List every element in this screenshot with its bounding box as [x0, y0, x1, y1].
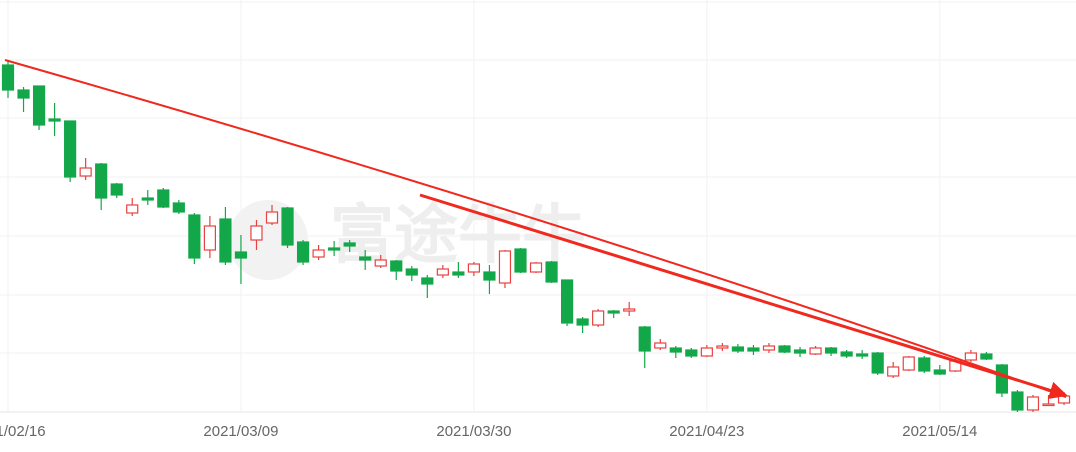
candle-body [592, 310, 605, 326]
candle-body [157, 189, 170, 208]
candle-body [1011, 391, 1024, 411]
x-tick-label: 2021/05/14 [902, 423, 977, 440]
candle-body [731, 346, 745, 352]
candle-body [359, 256, 372, 261]
candle-body [219, 218, 232, 263]
candle-body [933, 369, 946, 375]
candle-body [514, 248, 527, 273]
candle-body [576, 318, 589, 326]
candle-body [840, 351, 853, 357]
candle-body [452, 271, 465, 276]
candle-body [48, 118, 61, 122]
candle-body [1, 64, 15, 91]
trend-arrow-thin [4, 59, 1067, 398]
candle-body [436, 268, 449, 276]
candle-body [747, 347, 760, 352]
candle-body [374, 259, 387, 267]
candle-body [126, 204, 139, 214]
grid [0, 0, 1076, 413]
candle-body [654, 342, 667, 349]
candle-body [716, 345, 729, 349]
candle-body [110, 183, 123, 196]
candle-body [32, 85, 46, 126]
candle-body [995, 364, 1009, 394]
candle-body [1042, 403, 1055, 407]
x-tick-label: 2021/04/23 [669, 423, 744, 440]
candle-body [529, 262, 543, 273]
candle-body [824, 347, 838, 354]
x-tick-label: 2021/03/30 [436, 423, 511, 440]
candle-body [467, 263, 480, 273]
candle-body [188, 214, 201, 259]
candle-body [685, 349, 698, 357]
x-tick-label: 2021/02/16 [0, 423, 46, 440]
candle-body [607, 310, 620, 314]
candle-body [809, 347, 822, 355]
candle-body [793, 349, 807, 354]
candle-body [669, 347, 682, 353]
candle-body [17, 89, 30, 99]
candle-body [980, 353, 993, 360]
candle-body [1026, 396, 1040, 411]
candle-body [343, 242, 356, 247]
candle-body [483, 271, 496, 281]
candle-body [79, 167, 92, 177]
candle-body [281, 207, 294, 246]
candle-body [856, 353, 869, 357]
candle-body [545, 261, 558, 283]
candle-body [234, 251, 248, 259]
candle-body [560, 279, 574, 324]
candle-body [296, 241, 310, 263]
candle-body [964, 352, 977, 361]
candle-body [64, 120, 77, 178]
candle-body [328, 247, 341, 251]
candle-body [312, 249, 325, 258]
candle-body [638, 326, 651, 352]
candle-body [203, 225, 216, 251]
candle-body [265, 211, 279, 224]
candle-body [623, 308, 636, 312]
candle-body [390, 260, 403, 272]
candle-body [95, 163, 108, 199]
candle-body [498, 250, 512, 284]
candle-body [141, 197, 154, 201]
candle-body [421, 277, 434, 285]
candle-body [871, 352, 884, 374]
candle-body [250, 225, 263, 241]
candle-body [918, 357, 931, 372]
candle-body [405, 268, 418, 276]
candle-body [778, 345, 791, 353]
candle-body [902, 356, 915, 371]
candle-body [700, 347, 713, 357]
candle-body [762, 345, 776, 351]
candle-body [172, 202, 185, 213]
x-tick-label: 2021/03/09 [203, 423, 278, 440]
watermark: 富途牛牛 [330, 199, 586, 271]
trend-arrow [419, 193, 1068, 400]
candle-body [887, 366, 900, 377]
